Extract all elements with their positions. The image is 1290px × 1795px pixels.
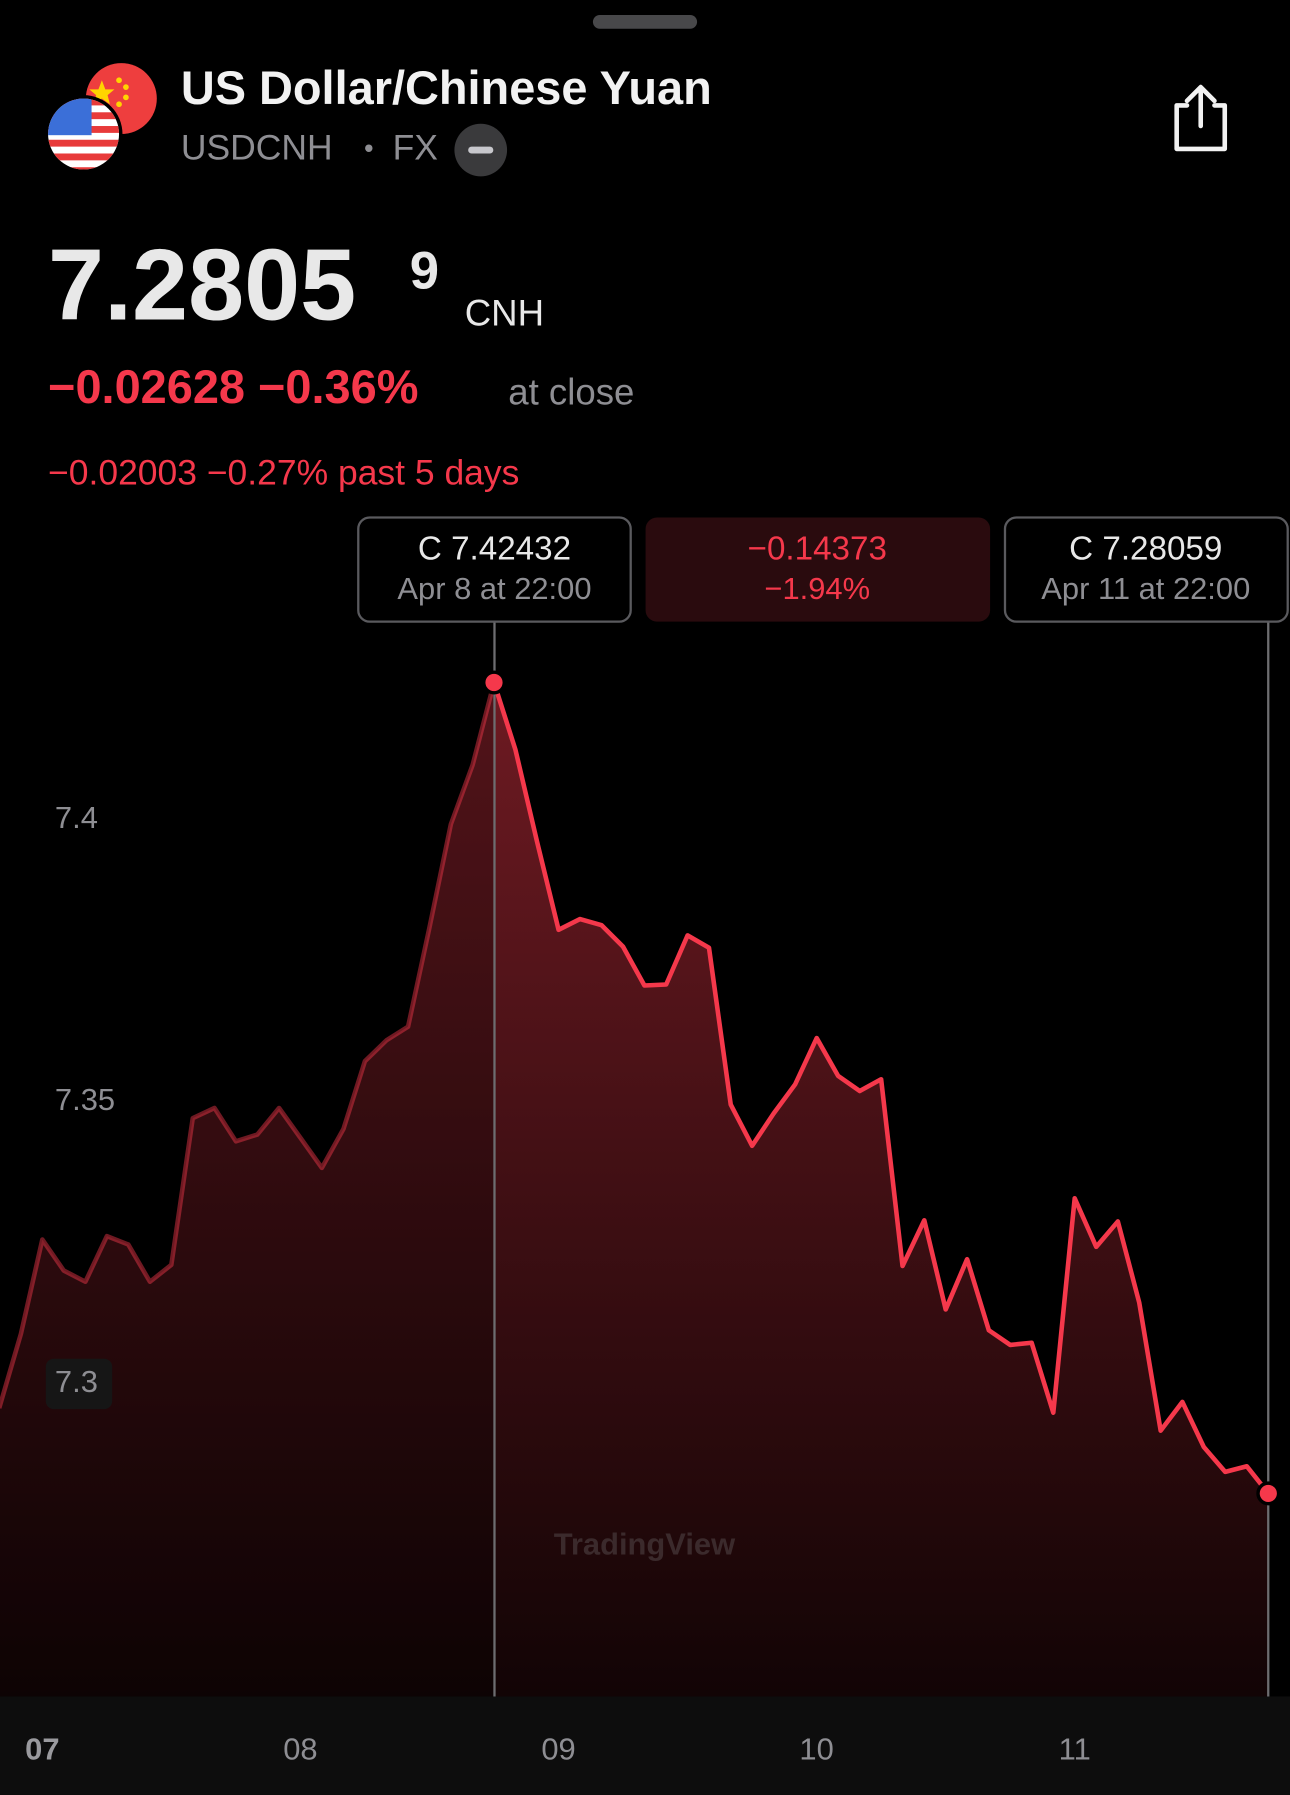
x-tick-label: 07: [25, 1732, 59, 1767]
x-tick-label: 08: [283, 1732, 317, 1767]
sheet-handle[interactable]: [592, 14, 698, 29]
currency-flags: [44, 63, 157, 173]
change-note: at close: [508, 372, 634, 413]
y-tick-highlight: [45, 1358, 113, 1410]
x-axis-band: [0, 1696, 1290, 1795]
tooltip-time: Apr 11 at 22:00: [1041, 571, 1250, 606]
x-tick-label: 09: [541, 1732, 575, 1767]
watermark: TradingView: [554, 1527, 736, 1562]
tooltip-percent: −1.94%: [764, 571, 870, 606]
share-button[interactable]: [1174, 84, 1228, 152]
period-change: −0.02003 −0.27% past 5 days: [48, 453, 519, 493]
market-status-icon: [468, 146, 494, 154]
tooltip-time: Apr 8 at 22:00: [397, 571, 591, 606]
price-line: [0, 680, 1271, 1495]
plot[interactable]: 7.3 7.35 7.4: [0, 680, 1271, 1697]
tooltip-price: C 7.42432: [418, 530, 571, 567]
area: [0, 682, 1269, 1697]
price-last-digit: 9: [410, 242, 439, 301]
price: 7.2805: [48, 230, 356, 342]
title: US Dollar/Chinese Yuan: [181, 62, 712, 114]
y-tick-label: 7.3: [55, 1364, 98, 1399]
symbol: USDCNH: [181, 127, 333, 167]
x-tick-label: 11: [1059, 1732, 1091, 1767]
y-tick-label: 7.35: [55, 1082, 115, 1117]
separator: •: [364, 132, 374, 163]
x-tick-label: 10: [799, 1732, 833, 1767]
tooltip-difference: [645, 517, 991, 622]
currency: CNH: [465, 293, 544, 334]
selected-point: [481, 670, 507, 695]
tooltip-end: [1003, 516, 1289, 623]
change: −0.02628 −0.36%: [48, 361, 418, 413]
market: FX: [393, 127, 438, 167]
tooltip-change: −0.14373: [748, 530, 887, 567]
tooltip-start: [357, 516, 632, 623]
tooltip-price: C 7.28059: [1069, 530, 1222, 567]
selected-point: [1256, 1481, 1281, 1506]
y-tick-label: 7.4: [55, 800, 98, 835]
